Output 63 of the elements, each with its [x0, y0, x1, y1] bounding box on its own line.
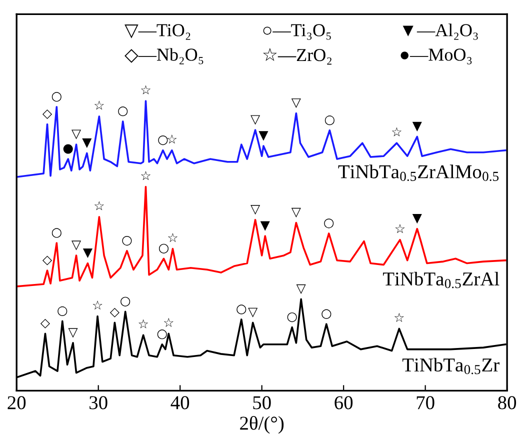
text: ▽—TiO₂ — [124, 24, 190, 40]
annotation: ● — [63, 144, 73, 154]
annotation: ☆ — [140, 85, 151, 94]
annotation: ○ — [118, 106, 128, 116]
annotation: ☆ — [140, 171, 151, 180]
x-axis-title: 2θ/(°) — [240, 416, 284, 434]
annotation: ▽ — [296, 284, 306, 294]
annotation: ☆ — [394, 312, 404, 322]
annotation: ○ — [52, 228, 62, 238]
text: ●—MoO₃ — [400, 48, 472, 64]
text: ▼—Al₂O₃ — [402, 24, 478, 40]
annotation: ▽ — [248, 308, 258, 318]
text: ◇—Nb₂O₅ — [124, 48, 204, 64]
x-tick-label: 30 — [90, 396, 108, 410]
annotation: ▼ — [82, 248, 92, 258]
annotation: ▼ — [412, 214, 422, 224]
annotation: ○ — [324, 218, 334, 228]
annotation: ◇ — [42, 256, 52, 266]
x-tick-label: 50 — [253, 396, 271, 410]
annotation: ▽ — [250, 115, 260, 125]
annotation: ☆ — [138, 319, 148, 328]
annotation: ○ — [58, 306, 68, 316]
annotation: ▽ — [72, 240, 82, 250]
annotation: ☆ — [92, 300, 102, 310]
annotation: ▽ — [250, 205, 260, 215]
x-tick-label: 40 — [170, 396, 190, 410]
annotation: ○ — [52, 92, 62, 102]
annotation: ○ — [287, 312, 297, 322]
x-tick-label: 20 — [8, 396, 26, 410]
annotation: ○ — [120, 296, 130, 306]
annotation: ○ — [322, 309, 332, 319]
x-tick-label: 80 — [498, 396, 516, 410]
annotation: ○ — [158, 135, 168, 146]
annotation: ☆ — [94, 100, 104, 110]
annotation: ▼ — [258, 131, 268, 141]
annotation: ☆ — [395, 224, 405, 234]
annotation: ○ — [236, 304, 246, 314]
annotation: ☆ — [94, 201, 104, 210]
text: ○—Ti₃O₅ — [263, 24, 331, 40]
annotation: ▽ — [72, 130, 82, 140]
annotation: ▼ — [260, 221, 270, 231]
series-label: TiNbTa$_{0.5}$ZrAlMo$_{0.5}$ — [338, 164, 499, 182]
annotation: ◇ — [40, 318, 50, 328]
annotation: ○ — [158, 244, 169, 254]
series-label: TiNbTa$_{0.5}$Zr — [402, 358, 500, 374]
x-tick-label: 70 — [416, 396, 434, 410]
annotation: ☆ — [167, 134, 177, 144]
text: ☆—ZrO₂ — [263, 48, 332, 65]
annotation: ▽ — [68, 328, 78, 338]
annotation: ☆ — [164, 318, 174, 327]
annotation: ▼ — [412, 122, 422, 132]
annotation: ▼ — [82, 138, 92, 148]
annotation: ◇ — [42, 109, 52, 120]
annotation: ☆ — [168, 232, 178, 242]
series-label: TiNbTa$_{0.5}$ZrAl — [383, 272, 500, 288]
annotation: ▽ — [291, 98, 301, 108]
annotation: ◇ — [110, 308, 120, 318]
annotation: ○ — [157, 330, 167, 340]
annotation: ○ — [324, 116, 334, 126]
x-tick-label: 60 — [334, 396, 353, 410]
annotation: ○ — [122, 236, 132, 246]
annotation: ▽ — [291, 208, 301, 218]
annotation: ☆ — [392, 127, 402, 136]
